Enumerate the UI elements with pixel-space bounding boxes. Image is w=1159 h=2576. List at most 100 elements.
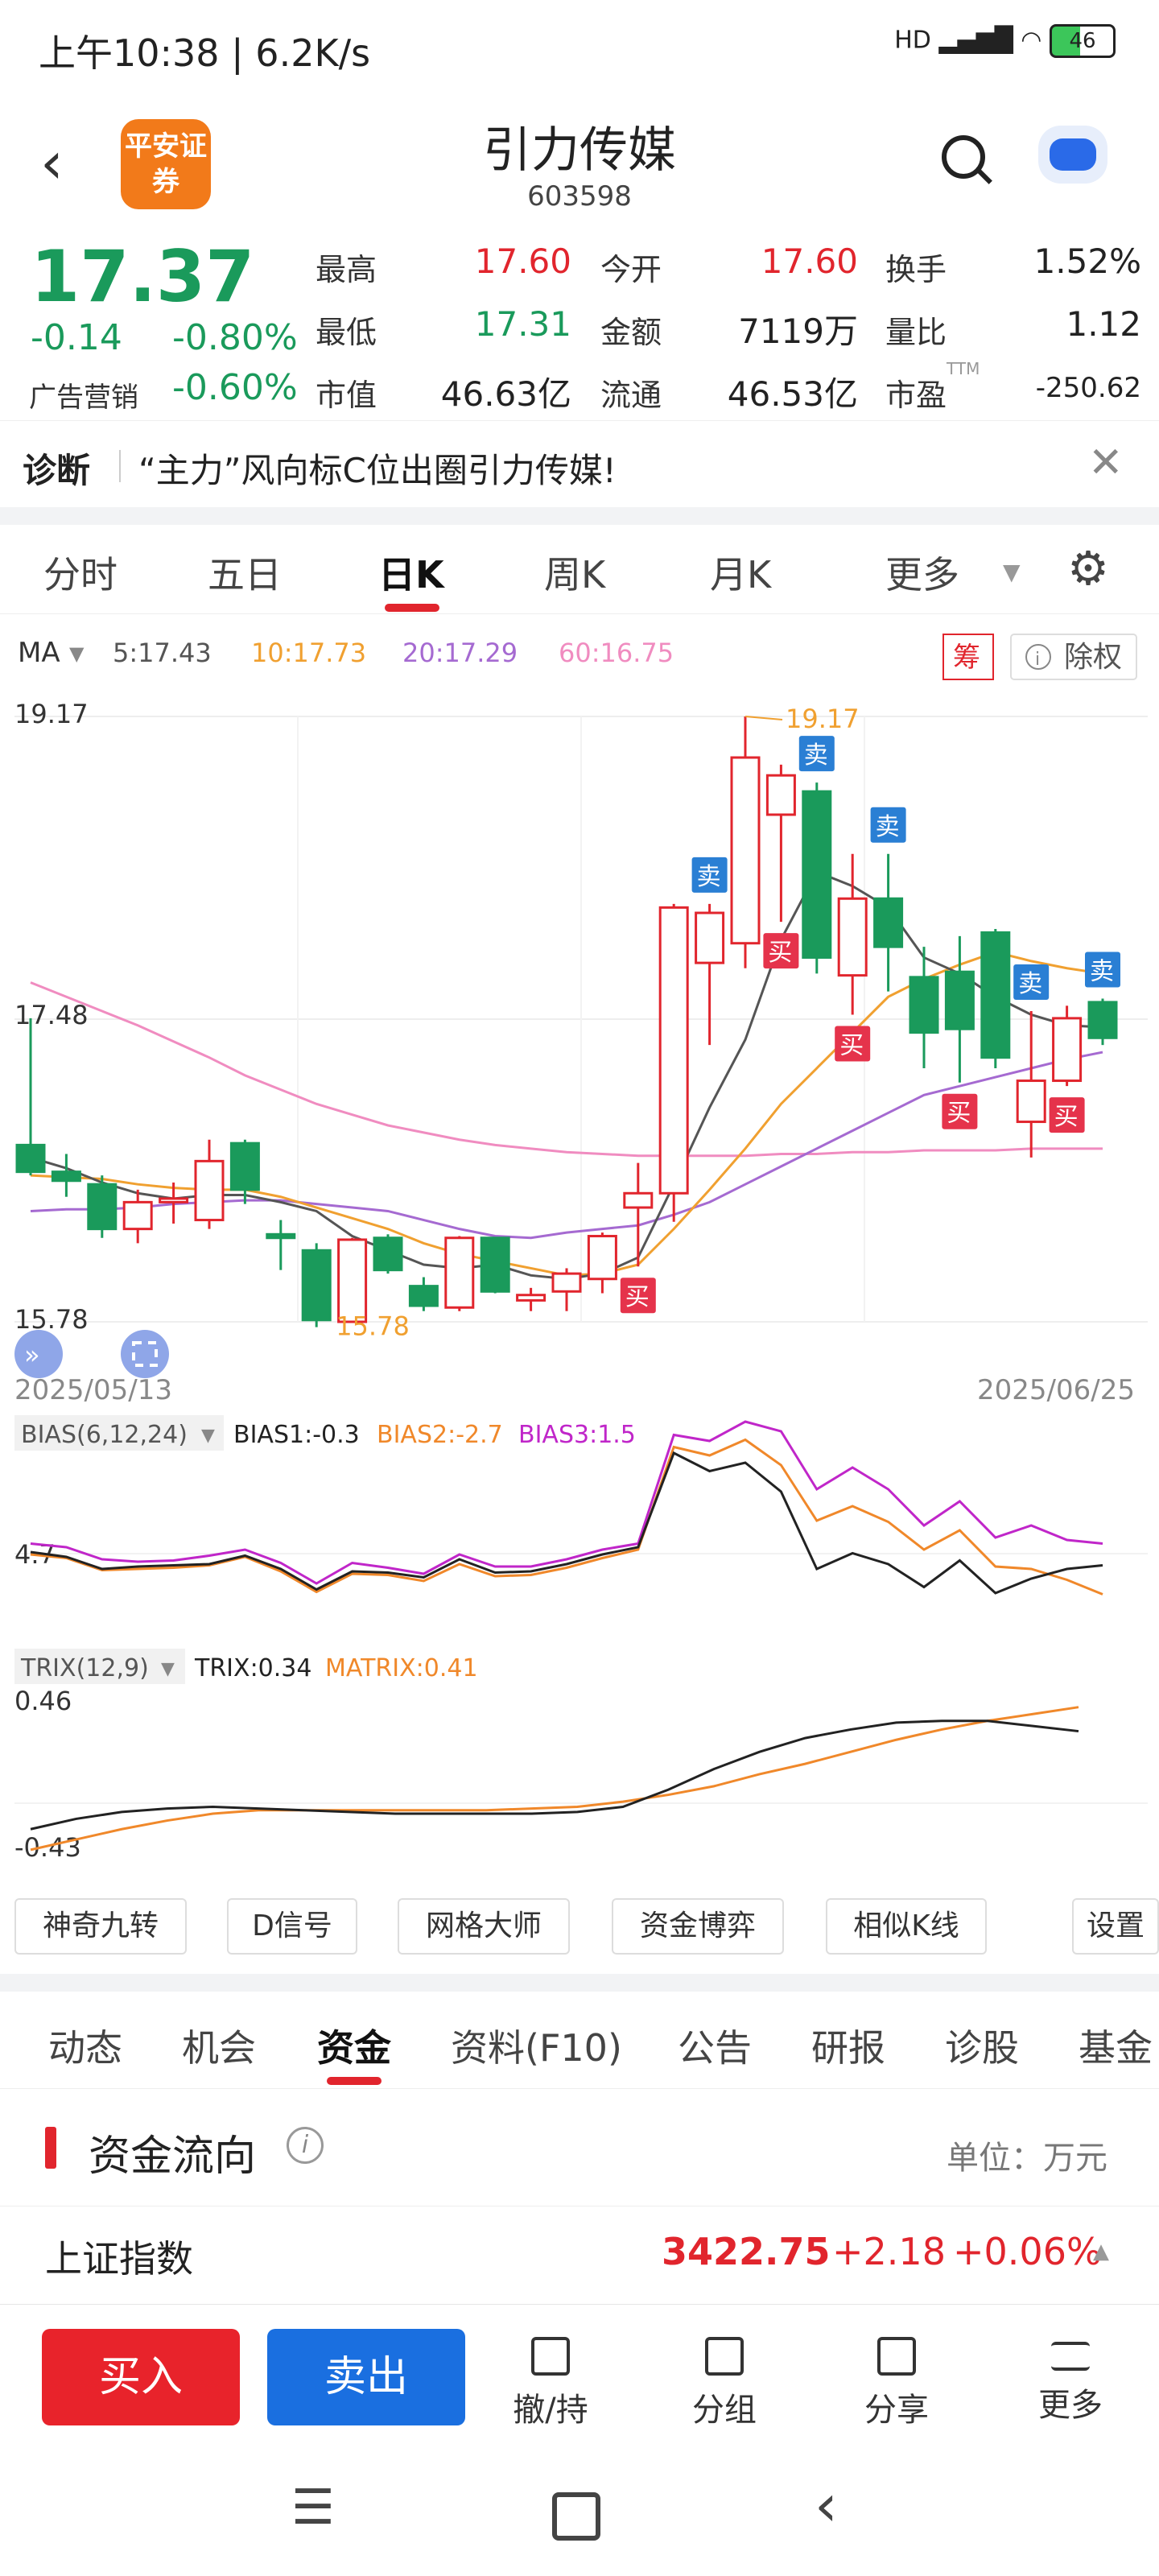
- back-nav-icon[interactable]: ‹: [815, 2471, 838, 2539]
- tab-news[interactable]: 动态: [48, 2026, 122, 2070]
- trix-lines: [30, 1706, 1079, 1852]
- chip-button[interactable]: [942, 634, 994, 680]
- more-button[interactable]: 更多: [1022, 2337, 1119, 2425]
- home-icon[interactable]: [552, 2492, 600, 2541]
- trix-selector[interactable]: [14, 1649, 185, 1684]
- candle-body: [337, 1238, 368, 1323]
- trix-top-label: 0.46: [14, 1686, 72, 1716]
- back-icon[interactable]: ‹: [40, 129, 64, 196]
- float-label: 流通: [600, 378, 662, 413]
- assistant-robot-icon[interactable]: [1038, 126, 1107, 184]
- candle-body: [980, 931, 1011, 1059]
- candle-body: [373, 1236, 403, 1272]
- ma-label[interactable]: MA: [18, 637, 60, 669]
- chevron-up-icon[interactable]: ▲: [1093, 2240, 1109, 2264]
- diagnosis-bar[interactable]: 诊断 “主力”风向标C位出圈引力传媒! ✕: [0, 420, 1159, 508]
- group-button[interactable]: 分组: [676, 2337, 773, 2430]
- tab-monthly-k[interactable]: 月K: [710, 553, 772, 597]
- tab-diagnose[interactable]: 诊股: [945, 2026, 1019, 2070]
- candle-body: [229, 1141, 260, 1191]
- unit-label: 单位：万元: [947, 2140, 1107, 2177]
- group-label: 分组: [692, 2392, 757, 2429]
- tool-d-signal[interactable]: D信号: [227, 1898, 357, 1955]
- close-icon[interactable]: ✕: [1088, 439, 1124, 487]
- battery-icon: 46: [1050, 24, 1116, 58]
- expand-left-icon[interactable]: [14, 1330, 63, 1378]
- chevron-down-icon[interactable]: ▼: [1003, 559, 1021, 585]
- signal-label: 卖: [1090, 957, 1114, 985]
- chevron-down-icon[interactable]: ▼: [201, 1426, 215, 1446]
- open-label: 今开: [600, 252, 662, 287]
- ma10-line: [30, 951, 1103, 1277]
- bias-selector[interactable]: [14, 1415, 224, 1451]
- section-gap: [0, 507, 1159, 525]
- indicator-tools: 神奇九转 D信号 网格大师 资金博弈 相似K线 设置: [0, 1892, 1159, 1964]
- candle-body: [623, 1191, 654, 1209]
- price-change-pct: -0.80%: [172, 317, 298, 358]
- tab-announcements[interactable]: 公告: [678, 2026, 752, 2070]
- menu-icon[interactable]: ☰: [291, 2479, 335, 2536]
- signal-badge: [870, 807, 906, 843]
- float-value: 46.53亿: [727, 374, 858, 414]
- kline-chart[interactable]: MA ▼ 5:17.43 10:17.73 20:17.29 60:16.75 …: [0, 620, 1159, 1892]
- search-icon[interactable]: [942, 135, 985, 179]
- signal-label: 买: [625, 1283, 650, 1311]
- candle-body: [765, 774, 796, 816]
- ma60-legend: 60:16.75: [559, 638, 674, 668]
- bias2-legend: BIAS2:-2.7: [377, 1421, 503, 1449]
- bias1-legend: BIAS1:-0.3: [233, 1421, 360, 1449]
- trix-line: [30, 1719, 1079, 1831]
- chevron-down-icon[interactable]: ▼: [161, 1659, 175, 1679]
- candle-body: [51, 1170, 81, 1183]
- trix-legend: TRIX:0.34: [194, 1654, 311, 1682]
- chip-label: 筹: [953, 642, 980, 674]
- buy-button[interactable]: 买入: [42, 2329, 240, 2425]
- signal-icon: HD: [894, 26, 931, 55]
- pe-label: 市盈: [885, 378, 947, 413]
- tab-weekly-k[interactable]: 周K: [544, 553, 606, 597]
- chevron-down-icon[interactable]: ▼: [69, 642, 85, 665]
- cap-value: 46.63亿: [440, 374, 571, 414]
- tab-five-day[interactable]: 五日: [208, 553, 282, 597]
- price-change: -0.14: [31, 317, 122, 358]
- signal-badge: [1049, 1097, 1085, 1133]
- info-icon[interactable]: i: [287, 2127, 324, 2164]
- index-ticker[interactable]: 上证指数 3422.75 +2.18 +0.06% ▲: [0, 2207, 1159, 2304]
- tool-grid-master[interactable]: 网格大师: [398, 1898, 570, 1955]
- fullscreen-icon[interactable]: [121, 1330, 169, 1378]
- cancel-hold-button[interactable]: 撤/持: [502, 2337, 599, 2430]
- sell-button[interactable]: 卖出: [267, 2329, 465, 2425]
- bias-label[interactable]: BIAS(6,12,24): [21, 1421, 188, 1449]
- y-mid-label: 17.48: [14, 1000, 89, 1030]
- share-button[interactable]: 分享: [848, 2337, 945, 2430]
- trix-label[interactable]: TRIX(12,9): [20, 1654, 149, 1682]
- tool-settings[interactable]: 设置: [1072, 1898, 1159, 1955]
- candle-body: [15, 1143, 46, 1174]
- tab-opportunity[interactable]: 机会: [182, 2026, 256, 2070]
- date-start: 2025/05/13: [14, 1374, 172, 1406]
- info-icon-glyph: i: [1035, 650, 1040, 670]
- tab-profile-f10[interactable]: 资料(F10): [451, 2026, 622, 2070]
- candle-body: [873, 897, 904, 948]
- diagnosis-message[interactable]: “主力”风向标C位出圈引力传媒!: [138, 451, 617, 490]
- pe-ttm-sup: TTM: [947, 359, 980, 378]
- sector-name[interactable]: 广告营销: [29, 382, 138, 414]
- tool-fund-game[interactable]: 资金博弈: [612, 1898, 784, 1955]
- status-time: 上午10:38 | 6.2K/s: [39, 31, 371, 75]
- signal-label: 买: [1054, 1103, 1079, 1131]
- tab-daily-k[interactable]: 日K: [378, 553, 444, 597]
- tab-research[interactable]: 研报: [811, 2026, 885, 2070]
- signal-badge: [798, 736, 835, 772]
- tab-more[interactable]: 更多: [885, 553, 959, 597]
- ma5-line: [30, 870, 1103, 1281]
- kline-chart-area[interactable]: MA ▼ 5:17.43 10:17.73 20:17.29 60:16.75 …: [0, 620, 1159, 1892]
- high-value: 17.60: [474, 242, 571, 281]
- gear-icon[interactable]: ⚙: [1067, 541, 1109, 596]
- tab-intraday[interactable]: 分时: [43, 553, 118, 597]
- tool-similar-k[interactable]: 相似K线: [826, 1898, 987, 1955]
- tab-fund[interactable]: 基金: [1079, 2026, 1153, 2070]
- chart-period-tabs: 分时 五日 日K 周K 月K 更多 ▼ ⚙: [0, 525, 1159, 614]
- tab-funds[interactable]: 资金: [317, 2026, 391, 2070]
- broker-logo: 平安证券: [121, 119, 211, 209]
- tool-magic-nine[interactable]: 神奇九转: [14, 1898, 187, 1955]
